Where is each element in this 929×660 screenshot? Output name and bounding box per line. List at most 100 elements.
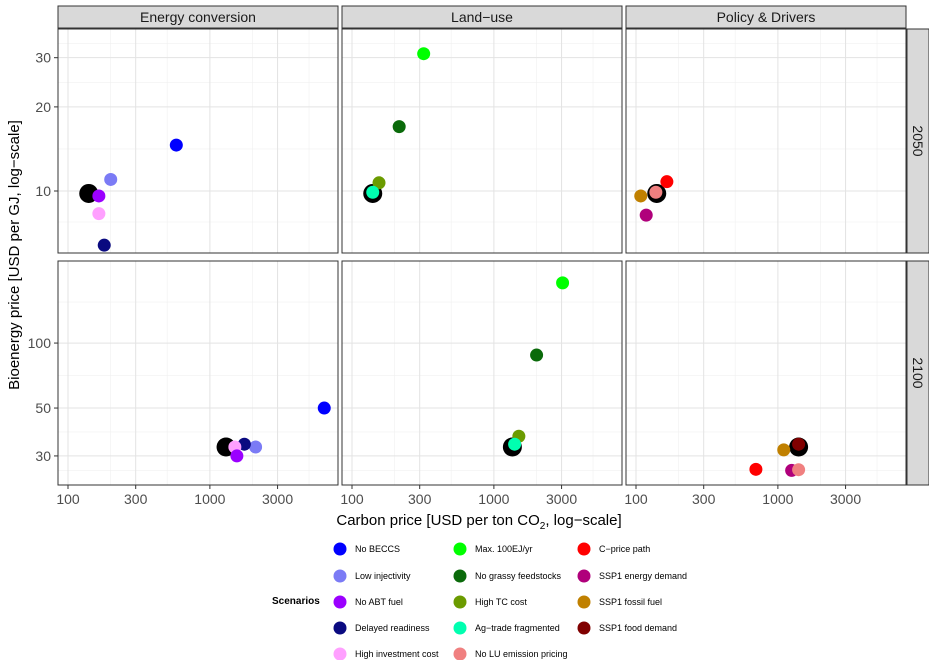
legend-key bbox=[333, 647, 347, 660]
facet-strip-label-row-1: 2100 bbox=[910, 357, 926, 388]
data-point-no-abt-fuel bbox=[230, 449, 244, 463]
data-point-no-lu-emission-pricing bbox=[649, 185, 663, 199]
panel-r0-c1 bbox=[341, 28, 623, 254]
legend-label: No BECCS bbox=[355, 544, 400, 554]
legend-key bbox=[577, 542, 591, 556]
legend-item: High investment cost bbox=[333, 647, 439, 660]
facet-strip-label-col-1: Land−use bbox=[451, 9, 513, 25]
x-tick-label: 3000 bbox=[262, 491, 293, 507]
legend-item: Delayed readiness bbox=[333, 621, 430, 635]
legend-key bbox=[577, 569, 591, 583]
legend-key bbox=[453, 569, 467, 583]
data-point-no-beccs bbox=[317, 401, 331, 415]
y-tick-label: 100 bbox=[28, 335, 52, 351]
panel-border bbox=[341, 260, 623, 486]
legend-key bbox=[453, 621, 467, 635]
x-axis-title: Carbon price [USD per ton CO2, log−scale… bbox=[336, 512, 621, 532]
legend-label: No ABT fuel bbox=[355, 597, 403, 607]
legend-label: SSP1 food demand bbox=[599, 623, 677, 633]
x-tick-label: 100 bbox=[340, 491, 364, 507]
data-point-ssp1-energy-demand bbox=[639, 208, 653, 222]
legend-key bbox=[453, 542, 467, 556]
data-point-no-lu-emission-pricing bbox=[792, 463, 806, 477]
strips-layer: Energy conversion Land−use Policy & Driver… bbox=[57, 5, 929, 486]
y-axis-title: Bioenergy price [USD per GJ, log−scale] bbox=[6, 120, 23, 390]
legend-key bbox=[453, 595, 467, 609]
x-tick-label: 1000 bbox=[194, 491, 225, 507]
data-point-c-price-path bbox=[749, 462, 763, 476]
data-point-no-grassy-feedstocks bbox=[392, 120, 406, 134]
data-point-no-abt-fuel bbox=[92, 189, 106, 203]
legend-label: High investment cost bbox=[355, 649, 439, 659]
data-point-no-beccs bbox=[169, 138, 183, 152]
legend-label: No grassy feedstocks bbox=[475, 571, 562, 581]
panel-r0-c2 bbox=[625, 28, 907, 254]
data-point-ssp1-fossil-fuel bbox=[777, 443, 791, 457]
panels-layer bbox=[57, 28, 907, 486]
legend-label: SSP1 energy demand bbox=[599, 571, 687, 581]
legend-item: Low injectivity bbox=[333, 569, 411, 583]
legend-key bbox=[577, 595, 591, 609]
data-point-delayed-readiness bbox=[97, 238, 111, 252]
facet-strip-col-2 bbox=[625, 5, 907, 29]
panel-background bbox=[626, 261, 906, 485]
x-tick-label: 1000 bbox=[478, 491, 509, 507]
legend-item: High TC cost bbox=[453, 595, 527, 609]
data-point-max-100ej-yr bbox=[417, 47, 431, 61]
x-tick-label: 300 bbox=[692, 491, 716, 507]
facet-strip-label-row-0: 2050 bbox=[910, 125, 926, 156]
y-tick-label: 10 bbox=[35, 183, 51, 199]
data-point-high-investment-cost bbox=[92, 207, 106, 221]
facet-strip-row-0 bbox=[906, 28, 929, 254]
x-axis-title-end: , log−scale] bbox=[545, 512, 621, 529]
legend: Scenarios No BECCS Low injectivity No ABT f… bbox=[272, 542, 687, 660]
x-axis-title-subscript: 2 bbox=[540, 521, 546, 532]
x-tick-label: 100 bbox=[56, 491, 80, 507]
facet-strip-row-1 bbox=[906, 260, 929, 486]
y-tick-label: 30 bbox=[35, 448, 51, 464]
panel-border bbox=[625, 28, 907, 254]
facet-strip-col-0 bbox=[57, 5, 339, 29]
y-tick-label: 20 bbox=[35, 99, 51, 115]
panel-background bbox=[342, 261, 622, 485]
x-tick-label: 3000 bbox=[546, 491, 577, 507]
axes-layer: 10 20 30 30 50 100 100 300 1000 3000 100 300 1000 300… bbox=[28, 50, 862, 507]
legend-key bbox=[333, 542, 347, 556]
data-point-high-tc-cost bbox=[372, 176, 386, 190]
panel-r1-c2 bbox=[625, 260, 907, 486]
legend-key bbox=[333, 569, 347, 583]
x-tick-label: 1000 bbox=[762, 491, 793, 507]
facet-strip-label-col-0: Energy conversion bbox=[140, 9, 256, 25]
legend-item: Ag−trade fragmented bbox=[453, 621, 560, 635]
legend-item: No ABT fuel bbox=[333, 595, 403, 609]
data-point-max-100ej-yr bbox=[556, 276, 570, 290]
panel-r1-c1 bbox=[341, 260, 623, 486]
data-point-no-grassy-feedstocks bbox=[530, 348, 544, 362]
panel-border bbox=[341, 28, 623, 254]
legend-item: SSP1 fossil fuel bbox=[577, 595, 662, 609]
x-tick-label: 300 bbox=[408, 491, 432, 507]
data-point-low-injectivity bbox=[249, 440, 263, 454]
legend-label: C−price path bbox=[599, 544, 650, 554]
facet-strip-col-1 bbox=[341, 5, 623, 29]
legend-label: No LU emission pricing bbox=[475, 649, 568, 659]
panel-background bbox=[626, 29, 906, 253]
facet-strip-label-col-2: Policy & Drivers bbox=[717, 9, 816, 25]
legend-item: No BECCS bbox=[333, 542, 400, 556]
legend-item: Max. 100EJ/yr bbox=[453, 542, 533, 556]
x-tick-label: 3000 bbox=[830, 491, 861, 507]
legend-label: High TC cost bbox=[475, 597, 527, 607]
legend-key bbox=[333, 621, 347, 635]
data-point-c-price-path bbox=[660, 175, 674, 189]
x-axis-title-main: Carbon price [USD per ton CO bbox=[336, 512, 539, 529]
legend-label: Ag−trade fragmented bbox=[475, 623, 560, 633]
legend-item: SSP1 energy demand bbox=[577, 569, 687, 583]
legend-item: No grassy feedstocks bbox=[453, 569, 562, 583]
y-tick-label: 50 bbox=[35, 400, 51, 416]
panel-border bbox=[57, 260, 339, 486]
panel-background bbox=[58, 261, 338, 485]
legend-item: C−price path bbox=[577, 542, 650, 556]
legend-label: Low injectivity bbox=[355, 571, 411, 581]
data-point-ssp1-food-demand bbox=[792, 437, 806, 451]
legend-label: SSP1 fossil fuel bbox=[599, 597, 662, 607]
